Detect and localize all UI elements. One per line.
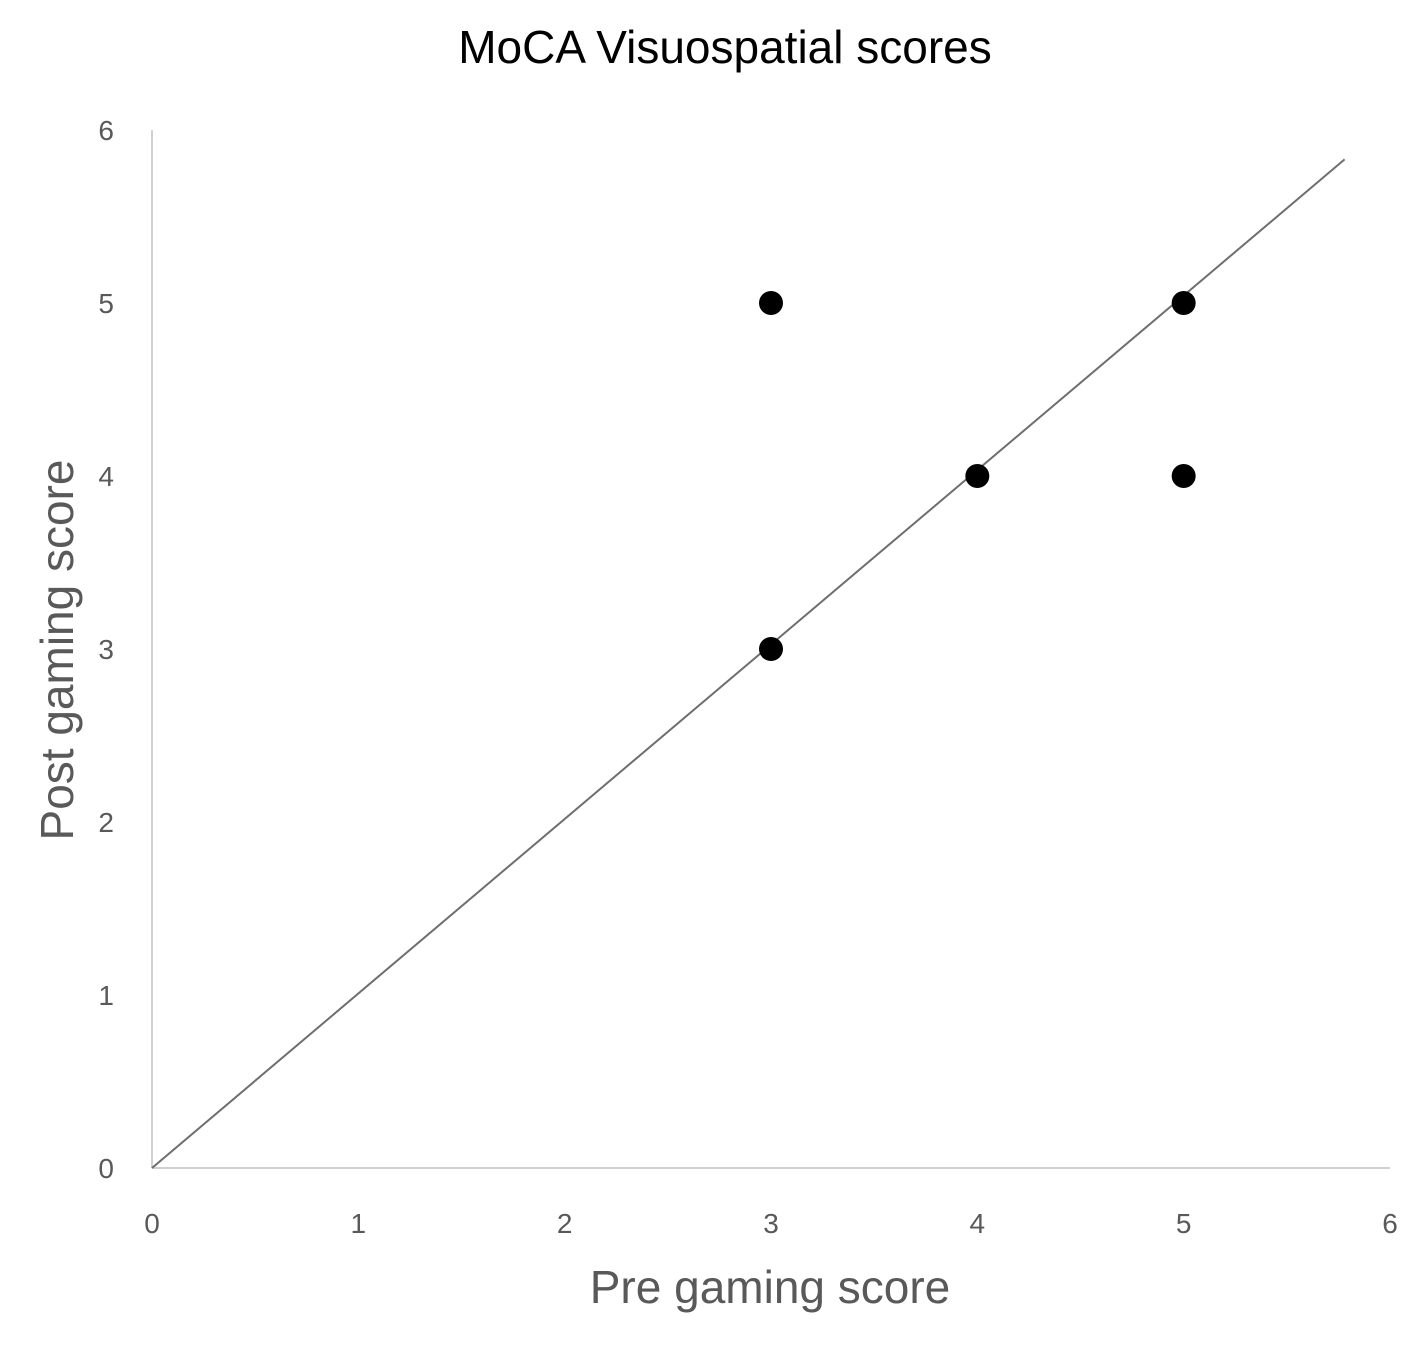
data-point <box>759 291 783 315</box>
x-tick-label: 5 <box>1176 1208 1192 1239</box>
data-point <box>759 637 783 661</box>
x-tick-label: 4 <box>970 1208 986 1239</box>
reference-line <box>151 158 1346 1169</box>
x-tick-label: 1 <box>351 1208 367 1239</box>
data-points <box>759 291 1196 661</box>
y-tick-label: 6 <box>98 115 114 146</box>
y-tick-label: 5 <box>98 288 114 319</box>
y-tick-labels: 0 1 2 3 4 5 6 <box>98 115 114 1184</box>
x-tick-label: 6 <box>1382 1208 1398 1239</box>
y-tick-label: 4 <box>98 461 114 492</box>
y-axis-label: Post gaming score <box>31 460 83 841</box>
x-axis-label: Pre gaming score <box>590 1261 951 1313</box>
y-tick-label: 1 <box>98 980 114 1011</box>
x-tick-label: 0 <box>144 1208 160 1239</box>
data-point <box>965 464 990 488</box>
y-tick-label: 0 <box>98 1153 114 1184</box>
axes <box>151 130 1390 1169</box>
data-point <box>1171 464 1196 488</box>
y-tick-label: 3 <box>98 634 114 665</box>
chart-title: MoCA Visuospatial scores <box>458 21 992 73</box>
x-tick-label: 3 <box>763 1208 779 1239</box>
x-tick-label: 2 <box>557 1208 573 1239</box>
data-point <box>1171 291 1196 315</box>
x-tick-labels: 0 1 2 3 4 5 6 <box>144 1208 1398 1239</box>
y-tick-label: 2 <box>98 807 114 838</box>
